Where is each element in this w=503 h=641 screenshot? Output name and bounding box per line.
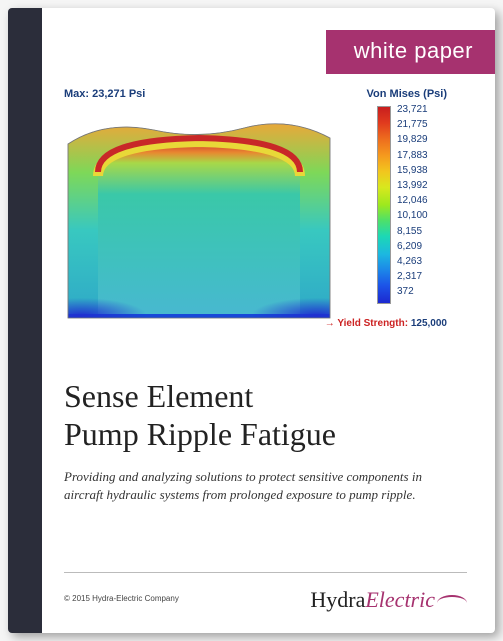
legend-value: 6,209 [397, 239, 439, 254]
legend-value: 23,721 [397, 102, 439, 117]
max-stress-label: Max: 23,271 Psi [64, 88, 145, 100]
copyright-text: © 2015 Hydra-Electric Company [64, 594, 179, 603]
legend-value: 12,046 [397, 193, 439, 208]
footer-divider [64, 572, 467, 573]
title-line-2: Pump Ripple Fatigue [64, 416, 455, 454]
fea-contour-plot [64, 106, 334, 321]
subtitle-text: Providing and analyzing solutions to pro… [64, 468, 455, 504]
arrow-icon: → [325, 318, 335, 329]
legend-value: 8,155 [397, 224, 439, 239]
title-block: Sense Element Pump Ripple Fatigue Provid… [64, 378, 455, 504]
legend-value: 4,263 [397, 254, 439, 269]
badge-label: white paper [354, 38, 473, 63]
whitepaper-badge: white paper [326, 30, 495, 74]
logo-part-electric: Electric [365, 587, 435, 612]
legend-title: Von Mises (Psi) [367, 88, 447, 100]
yield-value: 125,000 [411, 318, 447, 329]
hydra-electric-logo: HydraElectric [310, 587, 467, 613]
legend-value: 372 [397, 284, 439, 299]
logo-part-hydra: Hydra [310, 587, 365, 612]
title-line-1: Sense Element [64, 378, 455, 416]
color-legend-bar [377, 106, 391, 304]
legend-value: 10,100 [397, 208, 439, 223]
yield-label: Yield Strength: [337, 318, 408, 329]
yield-strength-note: → Yield Strength: 125,000 [325, 318, 447, 329]
logo-swoosh-icon [437, 595, 467, 603]
legend-value: 2,317 [397, 269, 439, 284]
legend-value: 17,883 [397, 148, 439, 163]
legend-value: 13,992 [397, 178, 439, 193]
legend-value-list: 23,721 21,775 19,829 17,883 15,938 13,99… [397, 102, 439, 299]
whitepaper-cover: white paper Max: 23,271 Psi [8, 8, 495, 633]
spine-bar [8, 8, 42, 633]
legend-value: 19,829 [397, 132, 439, 147]
legend-value: 21,775 [397, 117, 439, 132]
fea-chart-region: Max: 23,271 Psi [64, 88, 461, 338]
legend-value: 15,938 [397, 163, 439, 178]
